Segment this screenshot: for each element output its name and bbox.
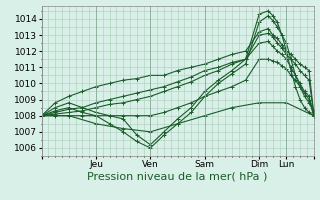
X-axis label: Pression niveau de la mer( hPa ): Pression niveau de la mer( hPa ) — [87, 172, 268, 182]
